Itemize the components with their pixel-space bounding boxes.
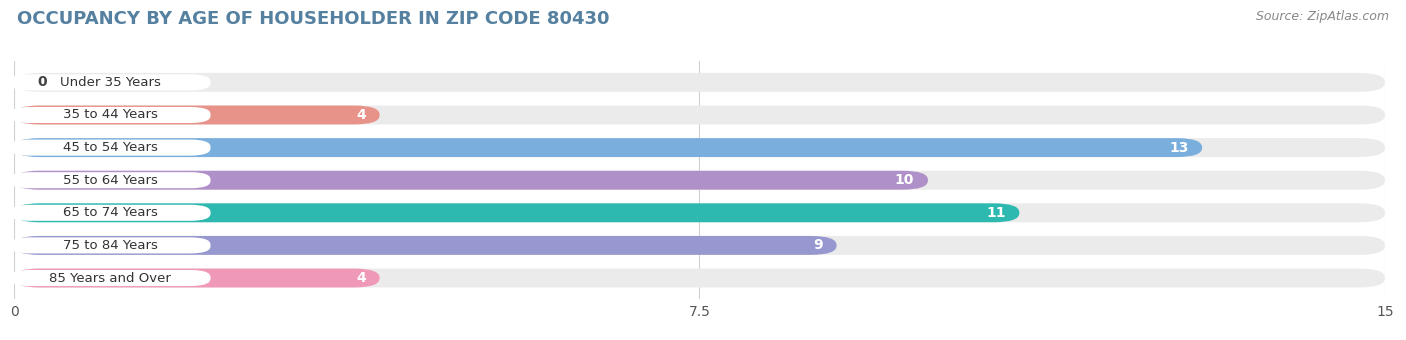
FancyBboxPatch shape: [10, 74, 211, 90]
Text: 85 Years and Over: 85 Years and Over: [49, 272, 172, 285]
Text: Under 35 Years: Under 35 Years: [59, 76, 160, 89]
Text: 9: 9: [813, 238, 823, 252]
FancyBboxPatch shape: [14, 269, 380, 287]
Text: OCCUPANCY BY AGE OF HOUSEHOLDER IN ZIP CODE 80430: OCCUPANCY BY AGE OF HOUSEHOLDER IN ZIP C…: [17, 10, 609, 28]
Text: 35 to 44 Years: 35 to 44 Years: [63, 108, 157, 121]
Text: 10: 10: [894, 173, 914, 187]
FancyBboxPatch shape: [14, 171, 928, 190]
FancyBboxPatch shape: [14, 236, 837, 255]
FancyBboxPatch shape: [14, 138, 1385, 157]
FancyBboxPatch shape: [10, 139, 211, 156]
FancyBboxPatch shape: [14, 73, 1385, 92]
FancyBboxPatch shape: [14, 203, 1385, 222]
Text: 4: 4: [356, 271, 366, 285]
FancyBboxPatch shape: [14, 171, 1385, 190]
Text: Source: ZipAtlas.com: Source: ZipAtlas.com: [1256, 10, 1389, 23]
FancyBboxPatch shape: [14, 105, 1385, 124]
Text: 13: 13: [1168, 141, 1188, 155]
Text: 0: 0: [37, 75, 46, 89]
FancyBboxPatch shape: [14, 269, 1385, 287]
Text: 45 to 54 Years: 45 to 54 Years: [63, 141, 157, 154]
FancyBboxPatch shape: [10, 270, 211, 286]
Text: 11: 11: [986, 206, 1005, 220]
FancyBboxPatch shape: [14, 203, 1019, 222]
FancyBboxPatch shape: [14, 105, 380, 124]
FancyBboxPatch shape: [10, 237, 211, 253]
FancyBboxPatch shape: [14, 138, 1202, 157]
Text: 55 to 64 Years: 55 to 64 Years: [63, 174, 157, 187]
Text: 65 to 74 Years: 65 to 74 Years: [63, 206, 157, 219]
FancyBboxPatch shape: [10, 107, 211, 123]
FancyBboxPatch shape: [14, 236, 1385, 255]
FancyBboxPatch shape: [10, 205, 211, 221]
Text: 4: 4: [356, 108, 366, 122]
Text: 75 to 84 Years: 75 to 84 Years: [63, 239, 157, 252]
FancyBboxPatch shape: [10, 172, 211, 188]
